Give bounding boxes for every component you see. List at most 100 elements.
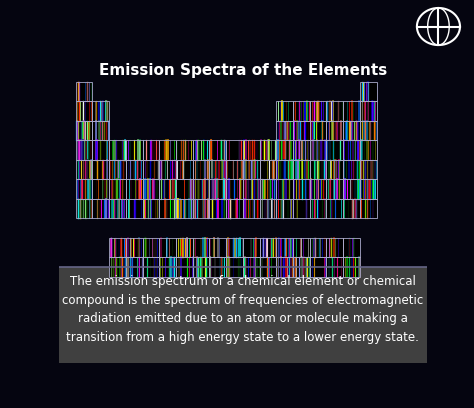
- Bar: [76, 121, 92, 140]
- Bar: [143, 199, 159, 218]
- Bar: [176, 238, 193, 257]
- Bar: [92, 199, 109, 218]
- Bar: [226, 140, 243, 160]
- Bar: [243, 199, 260, 218]
- Bar: [343, 140, 360, 160]
- Bar: [226, 238, 243, 257]
- Bar: [143, 140, 159, 160]
- Bar: [126, 140, 143, 160]
- Bar: [343, 102, 360, 121]
- Bar: [343, 238, 360, 257]
- Bar: [92, 160, 109, 180]
- Bar: [76, 82, 92, 102]
- Bar: [76, 160, 92, 180]
- Bar: [126, 199, 143, 218]
- Bar: [126, 140, 143, 160]
- Bar: [126, 160, 143, 180]
- Bar: [360, 180, 377, 199]
- Bar: [76, 140, 92, 160]
- Bar: [176, 257, 193, 277]
- Bar: [310, 121, 327, 140]
- Bar: [109, 199, 126, 218]
- Bar: [343, 160, 360, 180]
- Bar: [310, 238, 327, 257]
- Bar: [193, 257, 210, 277]
- Bar: [293, 102, 310, 121]
- Bar: [143, 238, 159, 257]
- Bar: [193, 199, 210, 218]
- Bar: [92, 199, 109, 218]
- Bar: [310, 199, 327, 218]
- Bar: [92, 102, 109, 121]
- Bar: [243, 140, 260, 160]
- Bar: [210, 238, 226, 257]
- Bar: [193, 199, 210, 218]
- Bar: [126, 180, 143, 199]
- Bar: [243, 199, 260, 218]
- Bar: [293, 140, 310, 160]
- Bar: [360, 121, 377, 140]
- Bar: [310, 160, 327, 180]
- Bar: [276, 257, 293, 277]
- Bar: [226, 160, 243, 180]
- Bar: [226, 160, 243, 180]
- Bar: [276, 140, 293, 160]
- Bar: [92, 121, 109, 140]
- Bar: [109, 257, 126, 277]
- Bar: [360, 121, 377, 140]
- Bar: [276, 160, 293, 180]
- Bar: [260, 257, 276, 277]
- Bar: [76, 199, 92, 218]
- Bar: [126, 199, 143, 218]
- Bar: [343, 140, 360, 160]
- Bar: [193, 238, 210, 257]
- Bar: [76, 82, 92, 102]
- Bar: [360, 102, 377, 121]
- Bar: [92, 180, 109, 199]
- Bar: [360, 180, 377, 199]
- Bar: [276, 238, 293, 257]
- Bar: [343, 180, 360, 199]
- Bar: [327, 140, 343, 160]
- Bar: [360, 82, 377, 102]
- Bar: [343, 199, 360, 218]
- Bar: [310, 102, 327, 121]
- Bar: [327, 199, 343, 218]
- Bar: [327, 102, 343, 121]
- Bar: [76, 140, 92, 160]
- Bar: [343, 180, 360, 199]
- Bar: [159, 257, 176, 277]
- Bar: [176, 140, 193, 160]
- Bar: [143, 160, 159, 180]
- Bar: [310, 160, 327, 180]
- Bar: [276, 140, 293, 160]
- Bar: [176, 199, 193, 218]
- Bar: [159, 160, 176, 180]
- Bar: [109, 140, 126, 160]
- Bar: [327, 140, 343, 160]
- Bar: [210, 160, 226, 180]
- Bar: [210, 199, 226, 218]
- Bar: [243, 160, 260, 180]
- Bar: [126, 257, 143, 277]
- Bar: [76, 180, 92, 199]
- Bar: [159, 180, 176, 199]
- Bar: [276, 180, 293, 199]
- Bar: [327, 238, 343, 257]
- Bar: [210, 140, 226, 160]
- Bar: [109, 238, 126, 257]
- Bar: [109, 160, 126, 180]
- Bar: [92, 102, 109, 121]
- Bar: [327, 199, 343, 218]
- Bar: [109, 180, 126, 199]
- Bar: [343, 257, 360, 277]
- Bar: [327, 238, 343, 257]
- Bar: [76, 160, 92, 180]
- Bar: [243, 257, 260, 277]
- Bar: [243, 238, 260, 257]
- Bar: [310, 140, 327, 160]
- Bar: [343, 121, 360, 140]
- Text: The emission spectrum of a chemical element or chemical
compound is the spectrum: The emission spectrum of a chemical elem…: [62, 275, 424, 344]
- Bar: [143, 238, 159, 257]
- Bar: [310, 257, 327, 277]
